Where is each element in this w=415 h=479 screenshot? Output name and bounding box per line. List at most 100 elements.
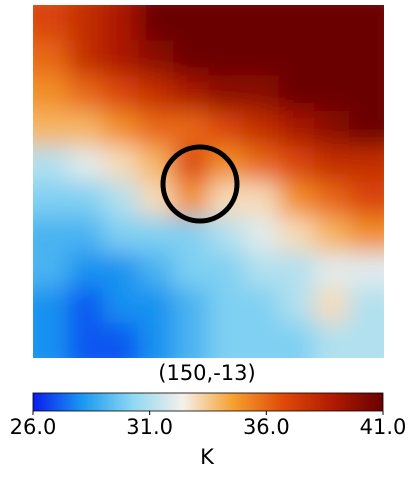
heat-cell: [278, 146, 315, 183]
heat-cell: [278, 75, 315, 112]
heat-cell: [173, 252, 210, 289]
heat-cell: [103, 252, 140, 289]
heat-cell: [208, 216, 245, 254]
colorbar-tick-label: 41.0: [360, 415, 407, 439]
heat-cell: [68, 287, 105, 324]
heat-cell: [173, 322, 210, 358]
heat-cell: [243, 181, 280, 218]
heat-cell: [33, 146, 70, 183]
heat-cell: [243, 75, 280, 112]
heat-cell: [33, 252, 70, 289]
heat-cell: [208, 75, 245, 112]
heat-cell: [208, 287, 245, 324]
heat-cell: [103, 216, 140, 254]
heat-cell: [278, 252, 315, 289]
heat-cell: [138, 40, 175, 77]
heat-cell: [348, 322, 384, 358]
heat-cell: [348, 287, 384, 324]
heat-cell: [33, 75, 70, 112]
heat-cell: [68, 40, 105, 77]
heat-cell: [278, 216, 315, 254]
heat-cell: [103, 75, 140, 112]
heat-cell: [278, 5, 315, 42]
heat-cell: [208, 252, 245, 289]
heat-cell: [313, 216, 350, 254]
heat-cell: [313, 322, 350, 358]
heat-cell: [68, 181, 105, 218]
chart-title: (150,-13): [158, 361, 255, 385]
heat-cell: [33, 216, 70, 254]
heat-cell: [243, 110, 280, 148]
heat-cell: [243, 287, 280, 324]
heat-cell: [173, 110, 210, 148]
heat-cell: [103, 181, 140, 218]
colorbar: [32, 392, 384, 412]
heat-cell: [243, 322, 280, 358]
heat-cell: [138, 5, 175, 42]
heat-cell: [33, 287, 70, 324]
heat-cell: [138, 75, 175, 112]
heat-cell: [103, 146, 140, 183]
colorbar-label: K: [200, 445, 215, 469]
heat-cell: [313, 181, 350, 218]
heat-cell: [138, 252, 175, 289]
heat-cell: [243, 146, 280, 183]
heat-cell: [103, 110, 140, 148]
heat-cell: [313, 75, 350, 112]
heat-cell: [348, 146, 384, 183]
heat-cell: [138, 110, 175, 148]
heat-cell: [278, 287, 315, 324]
heat-cell: [313, 146, 350, 183]
heat-cell: [208, 110, 245, 148]
heat-cell: [348, 5, 384, 42]
heat-cell: [173, 40, 210, 77]
colorbar-tick-label: 31.0: [126, 415, 173, 439]
heat-cell: [103, 322, 140, 358]
heat-cell: [138, 322, 175, 358]
heat-cell: [208, 40, 245, 77]
heat-cell: [68, 252, 105, 289]
heat-cell: [138, 216, 175, 254]
highlight-circle: [160, 144, 240, 224]
heat-cell: [348, 75, 384, 112]
heat-cell: [278, 181, 315, 218]
heat-cell: [68, 5, 105, 42]
heat-cell: [33, 40, 70, 77]
heat-cell: [173, 75, 210, 112]
heat-cell: [348, 216, 384, 254]
heat-cell: [243, 216, 280, 254]
heat-cell: [313, 110, 350, 148]
heat-cell: [313, 40, 350, 77]
heat-cell: [33, 322, 70, 358]
heat-cell: [243, 40, 280, 77]
heat-cell: [138, 287, 175, 324]
colorbar-tick-label: 26.0: [10, 415, 57, 439]
heat-cell: [348, 40, 384, 77]
heat-cell: [208, 5, 245, 42]
heat-cell: [68, 75, 105, 112]
heat-cell: [313, 287, 350, 324]
heat-cell: [208, 322, 245, 358]
heat-cell: [348, 181, 384, 218]
heat-cell: [278, 322, 315, 358]
heat-cell: [243, 5, 280, 42]
heat-cell: [313, 252, 350, 289]
heat-cell: [68, 322, 105, 358]
heat-cell: [173, 5, 210, 42]
heat-cell: [173, 287, 210, 324]
heat-cell: [313, 5, 350, 42]
heat-cell: [103, 5, 140, 42]
heat-cell: [348, 110, 384, 148]
heat-cell: [103, 287, 140, 324]
heat-cell: [278, 110, 315, 148]
heat-cell: [348, 252, 384, 289]
heat-cell: [68, 146, 105, 183]
heat-cell: [243, 252, 280, 289]
heat-cell: [103, 40, 140, 77]
colorbar-tick-label: 36.0: [243, 415, 290, 439]
heat-cell: [278, 40, 315, 77]
heat-cell: [68, 110, 105, 148]
heatmap: [33, 5, 384, 358]
heat-cell: [33, 5, 70, 42]
